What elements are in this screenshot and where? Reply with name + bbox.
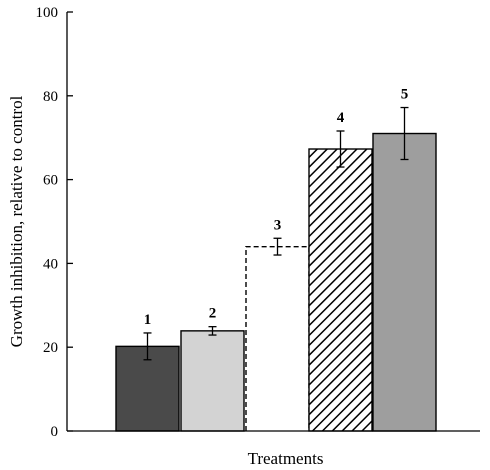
bar xyxy=(245,245,310,431)
bar-label: 5 xyxy=(401,87,409,103)
error-bar xyxy=(336,130,345,168)
bar-label: 1 xyxy=(144,312,152,328)
y-tick-label: 60 xyxy=(43,173,58,189)
bar xyxy=(115,345,180,432)
bars-layer xyxy=(115,132,437,432)
y-axis-title: Growth inhibition, relative to control xyxy=(7,95,26,347)
y-tick-label: 40 xyxy=(43,256,58,272)
bar-label: 4 xyxy=(337,110,345,126)
bar xyxy=(372,132,437,432)
bar-labels-layer: 1 2 3 4 5 xyxy=(144,87,409,328)
bar xyxy=(180,330,245,432)
error-bar xyxy=(143,332,152,361)
y-tick-label: 100 xyxy=(36,5,59,21)
y-tick-label: 80 xyxy=(43,89,58,105)
error-bar xyxy=(400,106,409,161)
y-tick-label: 20 xyxy=(43,340,58,356)
bar-label: 3 xyxy=(274,217,282,233)
error-bar xyxy=(273,237,282,256)
error-bars-layer xyxy=(143,106,409,361)
bar xyxy=(308,148,373,432)
x-axis-title: Treatments xyxy=(248,449,324,468)
bar-label: 2 xyxy=(209,306,217,322)
error-bar xyxy=(208,326,217,336)
y-axis-ticks: 0 20 40 60 80 100 xyxy=(36,5,73,440)
y-tick-label: 0 xyxy=(51,424,59,440)
